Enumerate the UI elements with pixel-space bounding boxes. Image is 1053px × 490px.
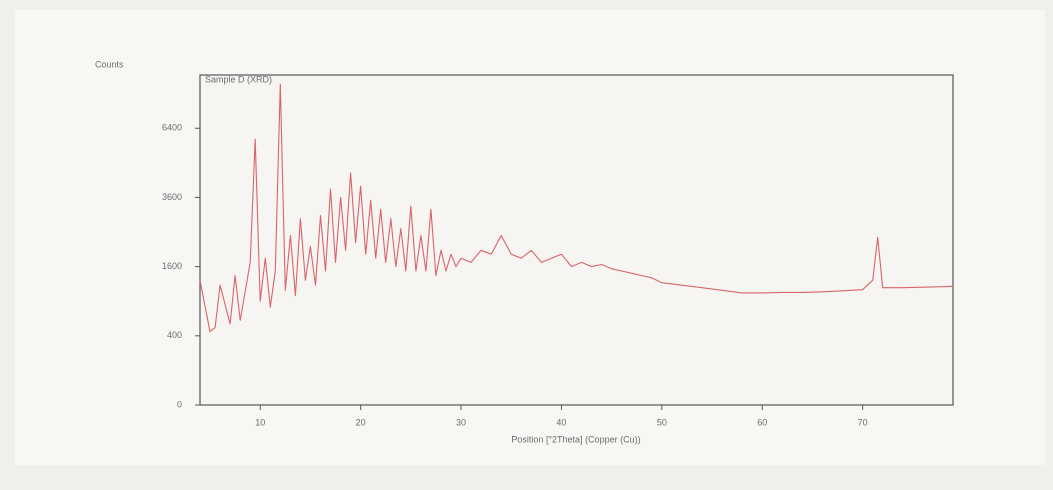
y-tick-label: 3600	[162, 192, 182, 202]
y-tick-label: 6400	[162, 123, 182, 133]
x-tick-label: 60	[757, 417, 767, 427]
x-tick-label: 50	[657, 417, 667, 427]
y-tick-label: 1600	[162, 261, 182, 271]
x-tick-label: 10	[255, 417, 265, 427]
x-tick-label: 30	[456, 417, 466, 427]
xrd-line	[199, 83, 954, 333]
y-tick-label: 400	[167, 330, 182, 340]
x-axis-label: Position [°2Theta] (Copper (Cu))	[511, 434, 640, 444]
y-axis-label: Counts	[95, 59, 124, 69]
chart-title: Sample D (XRD)	[205, 74, 272, 84]
y-tick-label: 0	[177, 399, 182, 409]
x-tick-label: 20	[356, 417, 366, 427]
x-tick-label: 40	[556, 417, 566, 427]
plot-area	[199, 74, 954, 406]
x-tick-label: 70	[858, 417, 868, 427]
